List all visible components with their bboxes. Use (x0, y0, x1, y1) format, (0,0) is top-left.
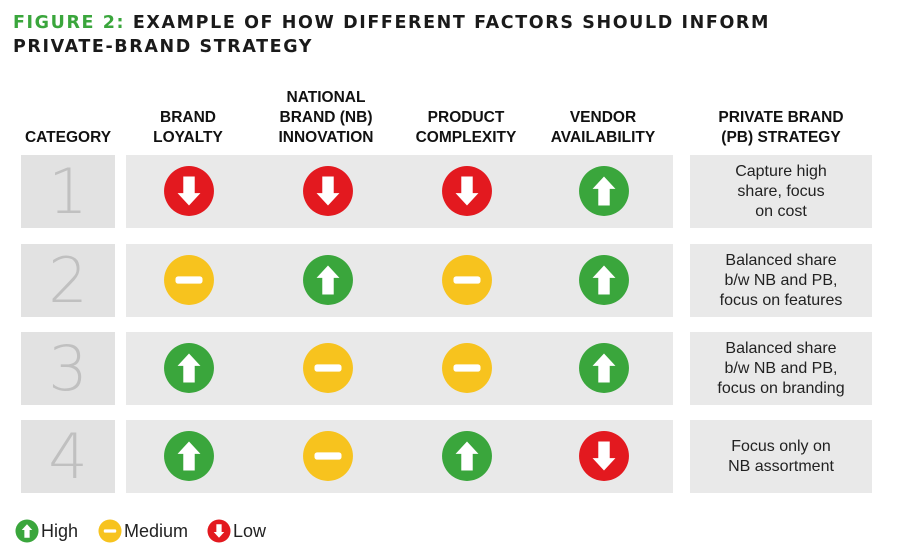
category-number: 4 (48, 420, 88, 493)
up-arrow-icon (302, 254, 354, 306)
category-cell (21, 244, 115, 317)
header-pb-strategy: PRIVATE BRAND (PB) STRATEGY (718, 109, 844, 146)
up-arrow-icon (578, 342, 630, 394)
down-arrow-icon (207, 519, 233, 543)
header-nb-innovation: NATIONAL BRAND (NB) INNOVATION (278, 89, 374, 146)
header-category: CATEGORY (24, 129, 112, 146)
column-separator (115, 155, 126, 228)
legend-label: High (41, 520, 79, 541)
figure-title: FIGURE 2: EXAMPLE OF HOW DIFFERENT FACTO… (13, 11, 873, 59)
strategy-text: Balanced share b/w NB and PB, focus on f… (719, 251, 843, 309)
up-arrow-icon (441, 430, 493, 482)
strategy-text: Balanced share b/w NB and PB, focus on b… (717, 339, 845, 397)
category-number: 1 (48, 155, 88, 228)
category-cell (21, 332, 115, 405)
category-cell (21, 155, 115, 228)
header-brand-loyalty: BRAND LOYALTY (153, 109, 223, 146)
minus-icon (441, 342, 493, 394)
down-arrow-icon (163, 165, 215, 217)
up-arrow-icon (578, 165, 630, 217)
strategy-cell: Capture high share, focus on cost (690, 155, 872, 228)
strategy-text: Focus only on NB assortment (728, 437, 834, 475)
category-number: 3 (48, 332, 88, 405)
minus-icon (163, 254, 215, 306)
column-separator (115, 244, 126, 317)
up-arrow-icon (15, 519, 41, 543)
up-arrow-icon (163, 342, 215, 394)
strategy-cell: Focus only on NB assortment (690, 420, 872, 493)
minus-icon (302, 342, 354, 394)
minus-icon (98, 519, 124, 543)
legend-item-low: Low (207, 518, 266, 544)
category-number: 2 (48, 244, 88, 317)
category-cell (21, 420, 115, 493)
strategy-cell: Balanced share b/w NB and PB, focus on b… (690, 332, 872, 405)
down-arrow-icon (302, 165, 354, 217)
legend-label: Medium (124, 520, 189, 541)
figure-title-text: EXAMPLE OF HOW DIFFERENT FACTORS SHOULD … (13, 13, 771, 57)
legend-item-medium: Medium (98, 518, 188, 544)
up-arrow-icon (578, 254, 630, 306)
legend-item-high: High (15, 518, 78, 544)
legend-label: Low (233, 520, 267, 541)
column-separator (115, 420, 126, 493)
strategy-text: Capture high share, focus on cost (735, 162, 827, 220)
down-arrow-icon (441, 165, 493, 217)
minus-icon (302, 430, 354, 482)
strategy-cell: Balanced share b/w NB and PB, focus on f… (690, 244, 872, 317)
header-product-complexity: PRODUCT COMPLEXITY (415, 109, 517, 146)
down-arrow-icon (578, 430, 630, 482)
column-separator (115, 332, 126, 405)
up-arrow-icon (163, 430, 215, 482)
minus-icon (441, 254, 493, 306)
header-vendor-availability: VENDOR AVAILABILITY (550, 109, 656, 146)
figure-number: FIGURE 2: (13, 13, 126, 33)
